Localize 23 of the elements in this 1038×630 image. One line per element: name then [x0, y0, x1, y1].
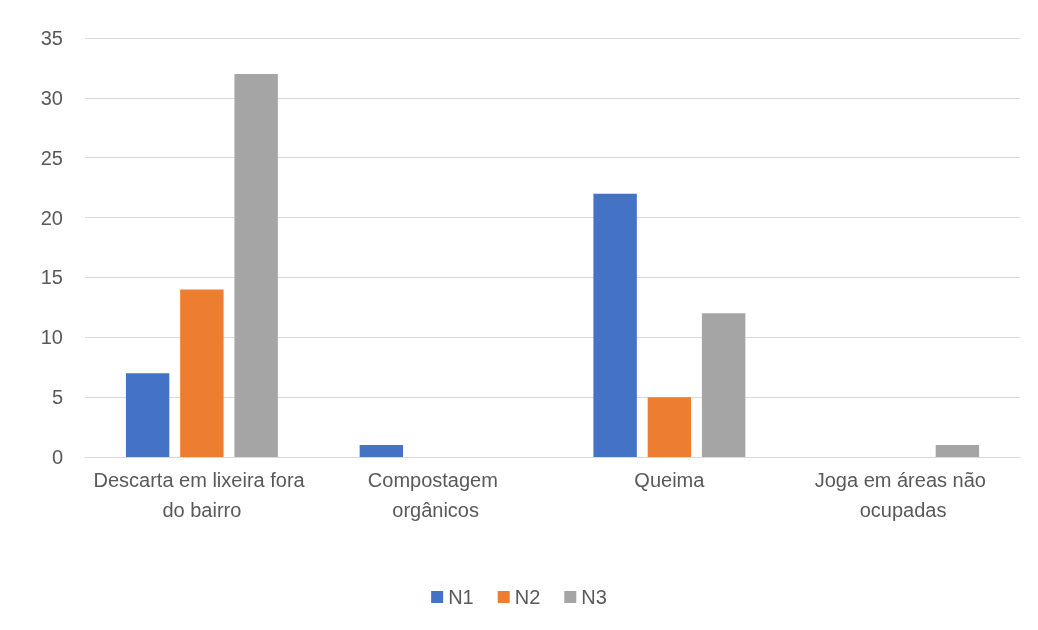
y-tick-label: 0: [51, 446, 63, 468]
x-tick-label: Compostagem orgânicos: [367, 469, 504, 521]
bar: [359, 445, 404, 457]
y-tick-label: 20: [40, 206, 63, 229]
y-tick-label: 15: [40, 266, 63, 289]
y-tick-label: 30: [40, 86, 63, 109]
bar: [593, 193, 637, 457]
bar: [701, 313, 746, 457]
x-tick-label: Descarta em lixeira fora do bairro: [93, 469, 311, 521]
bar: [180, 289, 224, 457]
bar: [647, 397, 692, 457]
bar: [125, 373, 170, 457]
y-tick-label: 35: [40, 27, 63, 49]
bar: [935, 445, 980, 457]
y-tick-label: 25: [40, 146, 63, 169]
x-tick-label: Joga em áreas não ocupadas: [814, 469, 992, 521]
y-tick-label: 5: [51, 386, 63, 409]
x-tick-label: Queima: [634, 469, 706, 491]
y-tick-label: 10: [40, 326, 63, 349]
legend-label: N2: [514, 586, 541, 608]
bar: [234, 73, 278, 457]
legend-label: N1: [448, 586, 474, 608]
legend-label: N3: [581, 586, 607, 608]
